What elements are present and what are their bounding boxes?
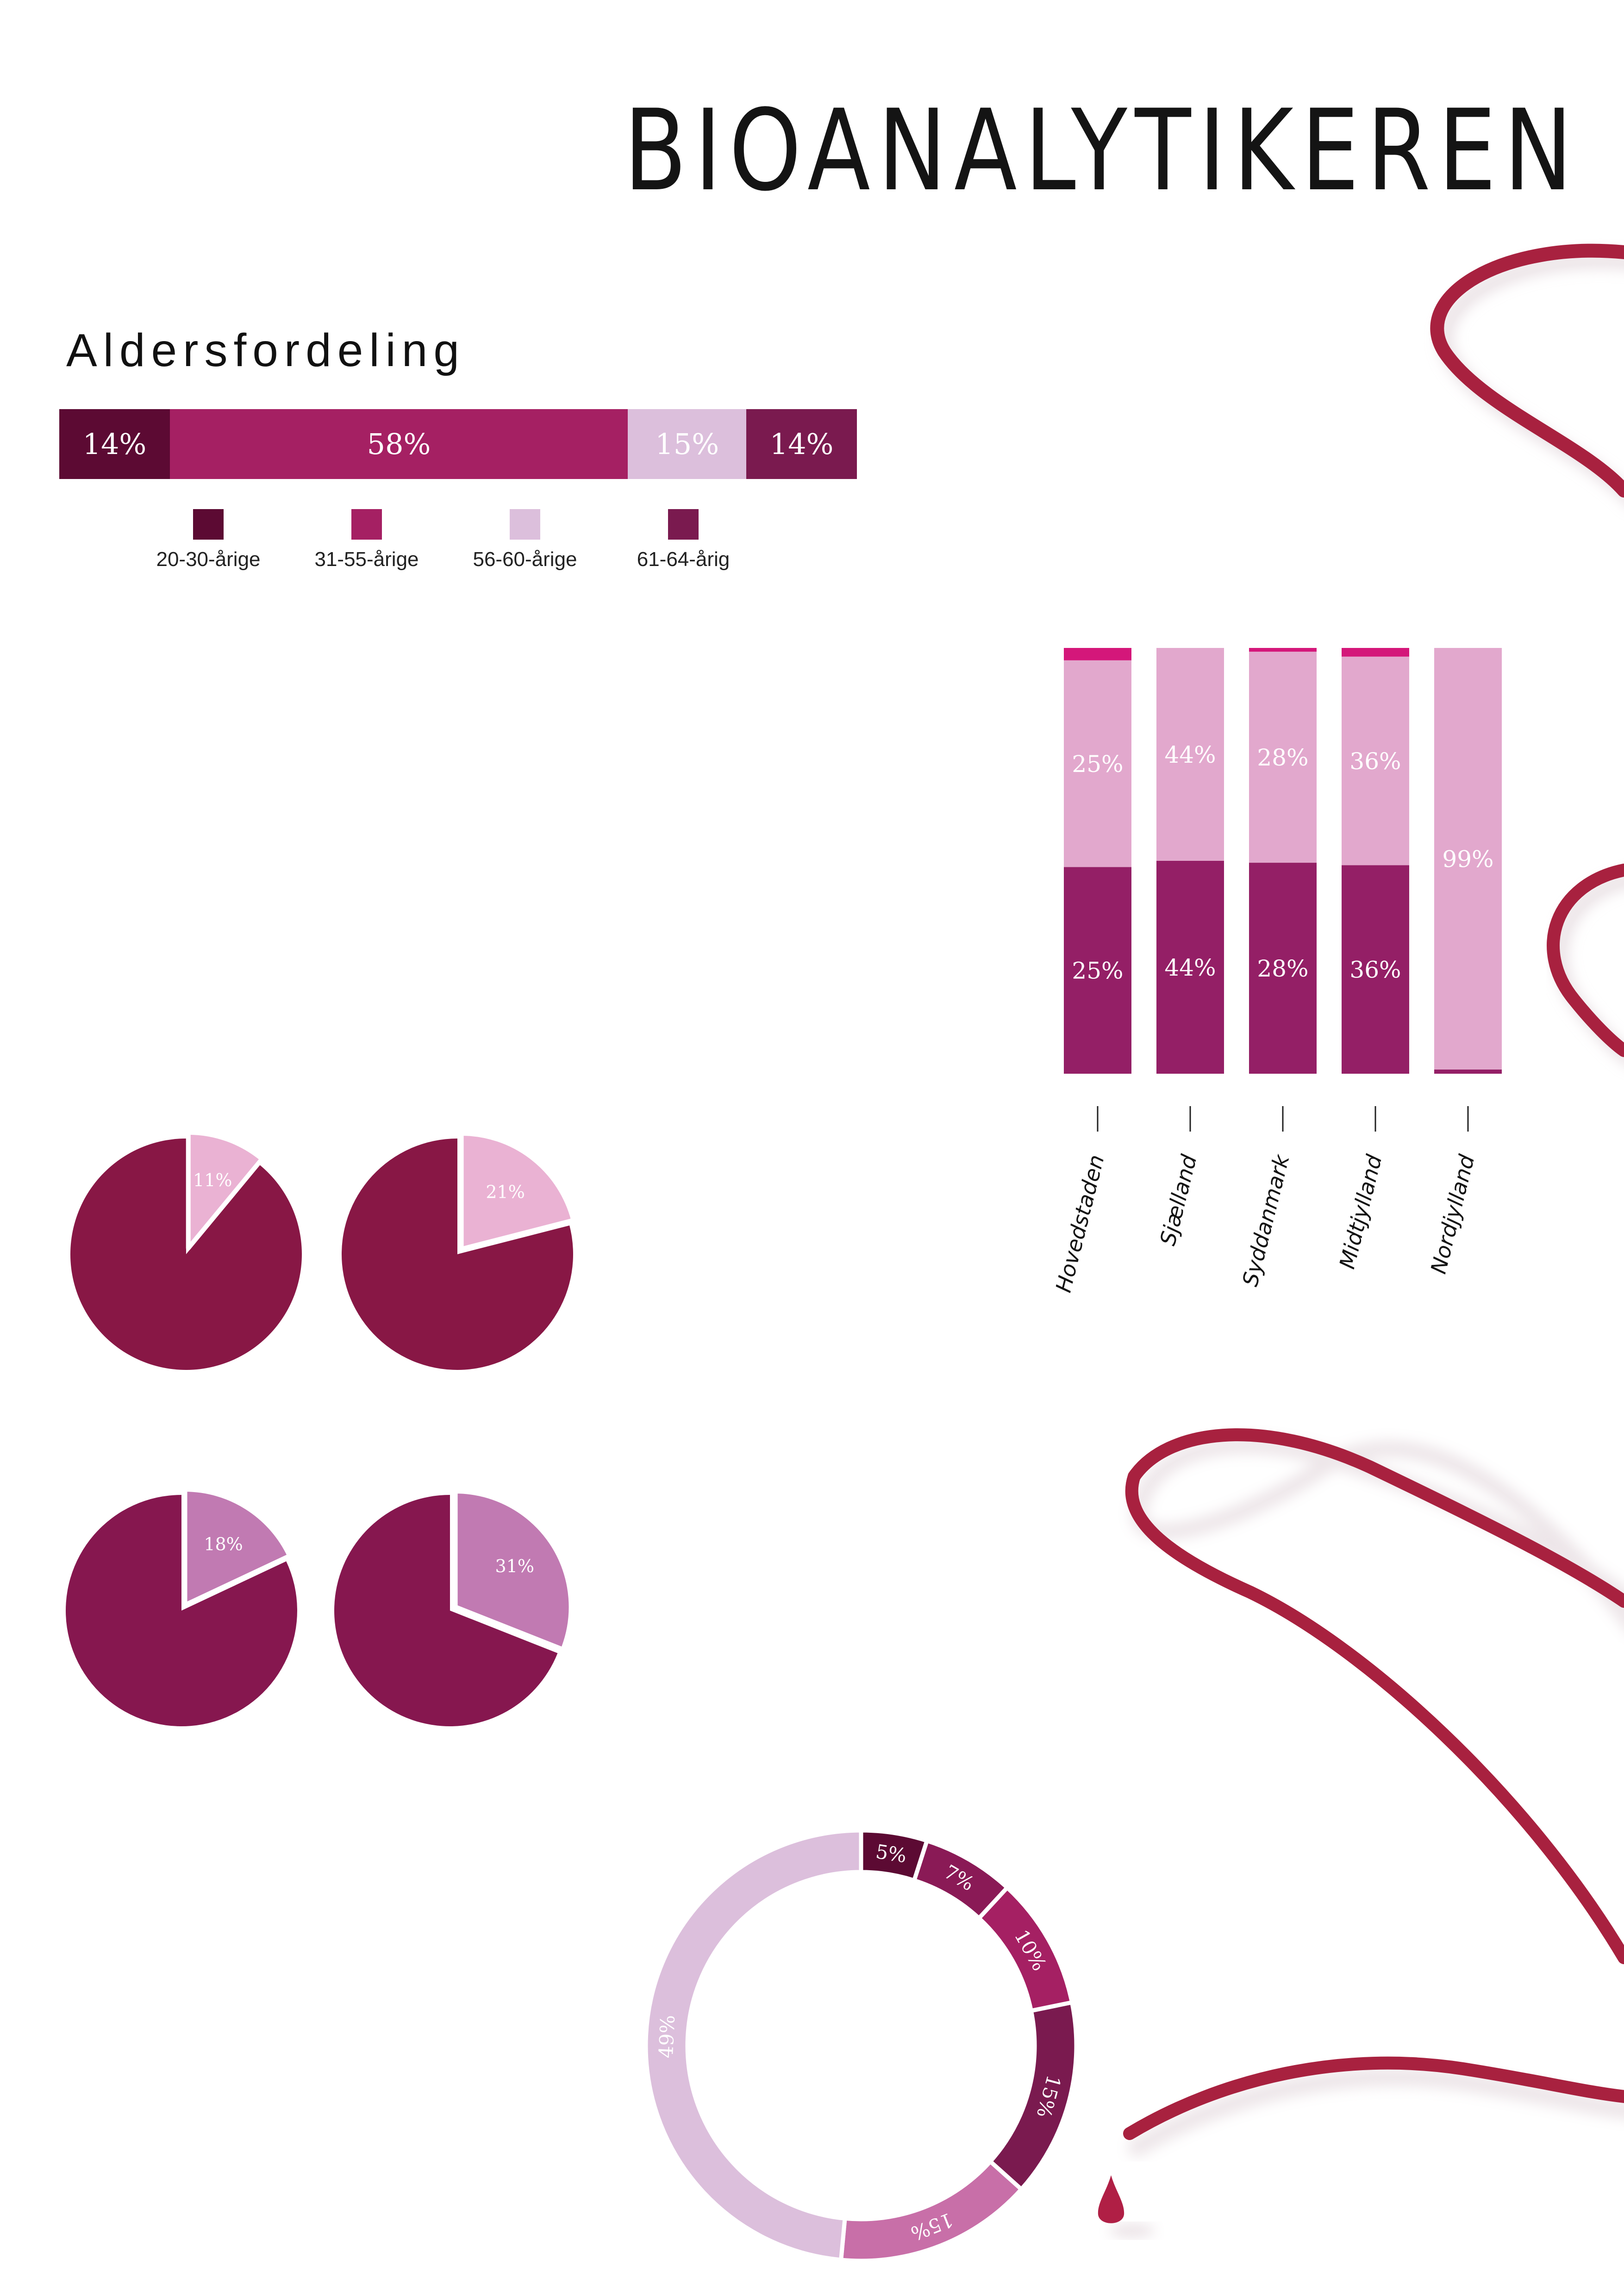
stack-segment <box>1342 656 1409 865</box>
stack-value-label: 36% <box>1349 748 1401 775</box>
pie-value-label: 21% <box>486 1182 525 1202</box>
pie-highlight-slice <box>453 1489 574 1652</box>
legend-label: 61-64-årig <box>637 548 730 571</box>
age-bar-segment: 14% <box>746 409 857 479</box>
stack-value-label: 25% <box>1072 958 1123 984</box>
age-distribution-bar: 14% 58% 15% 14% <box>59 409 857 479</box>
category-label: Syddanmark <box>1237 1151 1294 1288</box>
stack-value-label: 28% <box>1257 955 1308 982</box>
page-title: BIOANALYTIKEREN <box>624 86 1580 216</box>
category-label: Midtjylland <box>1334 1152 1387 1271</box>
age-section-heading: Aldersfordeling <box>66 324 466 376</box>
age-bar-segment: 14% <box>59 409 170 479</box>
category-label: Hovedstaden <box>1051 1152 1109 1295</box>
stack-segment <box>1434 1069 1502 1074</box>
pie-highlight-slice <box>459 1131 576 1251</box>
ribbon-top <box>1430 243 1624 504</box>
stack-segment <box>1342 865 1409 1074</box>
legend-item: 61-64-årig <box>614 509 753 571</box>
pie-chart: 31% <box>334 1489 574 1726</box>
pie-value-label: 18% <box>204 1534 243 1554</box>
stack-value-label: 44% <box>1164 741 1216 768</box>
donut-chart: 5%7%10%15%15%49% <box>643 1828 1079 2263</box>
legend-label: 20-30-årige <box>156 548 261 571</box>
stack-segment <box>1249 863 1317 1074</box>
legend-swatch <box>668 509 699 540</box>
stack-segment <box>1064 660 1131 867</box>
stack-segment <box>1156 648 1224 861</box>
legend-item: 20-30-årige <box>139 509 278 571</box>
category-label: Nordjylland <box>1426 1152 1480 1276</box>
donut-segment <box>987 2000 1079 2192</box>
legend-swatch <box>351 509 382 540</box>
stack-value-label: 99% <box>1442 846 1493 872</box>
ribbon-bottom <box>1123 1428 1624 2157</box>
stack-segment <box>1434 648 1502 1070</box>
donut-segment <box>838 2158 1024 2263</box>
stack-value-label: 36% <box>1349 957 1401 983</box>
stack-value-label: 28% <box>1257 744 1308 771</box>
legend-label: 56-60-årige <box>473 548 577 571</box>
donut-segment <box>643 1828 863 2262</box>
pie-main-slice <box>341 1139 573 1370</box>
donut-value-label: 5% <box>874 1840 908 1867</box>
pie-chart: 21% <box>341 1131 576 1370</box>
pie-chart: 11% <box>70 1130 302 1370</box>
legend-label: 31-55-årige <box>314 548 419 571</box>
pie-highlight-slice <box>186 1130 265 1251</box>
pie-value-label: 11% <box>193 1170 232 1190</box>
stack-segment <box>1249 652 1317 863</box>
legend-item: 31-55-årige <box>297 509 436 571</box>
regional-stacked-bar-chart: 25% 25% Hovedstaden 44% 44% Sjælland 28% 28% Syd… <box>1051 648 1502 1295</box>
stack-segment <box>1156 861 1224 1074</box>
stack-value-label: 44% <box>1164 954 1216 981</box>
pie-charts: 11% 21% 18% 31% <box>66 1130 576 1726</box>
age-bar-segment: 15% <box>628 409 747 479</box>
pie-main-slice <box>70 1139 302 1370</box>
pie-highlight-slice <box>182 1487 292 1608</box>
category-label: Sjælland <box>1155 1152 1202 1248</box>
stack-segment <box>1064 648 1131 660</box>
pie-main-slice <box>66 1495 297 1726</box>
age-bar-segment: 58% <box>169 409 628 479</box>
legend-item: 56-60-årige <box>456 509 594 571</box>
pie-value-label: 31% <box>495 1556 534 1576</box>
pie-main-slice <box>334 1495 558 1726</box>
donut-value-label: 49% <box>655 2015 679 2059</box>
drop-icon <box>1098 2175 1155 2237</box>
stack-segment <box>1342 648 1409 657</box>
legend-swatch <box>193 509 224 540</box>
legend-swatch <box>510 509 540 540</box>
stack-segment <box>1064 867 1131 1074</box>
stack-segment <box>1249 648 1317 652</box>
ribbon-middle <box>1547 864 1624 1064</box>
stack-value-label: 25% <box>1072 751 1123 778</box>
pie-chart: 18% <box>66 1487 297 1726</box>
